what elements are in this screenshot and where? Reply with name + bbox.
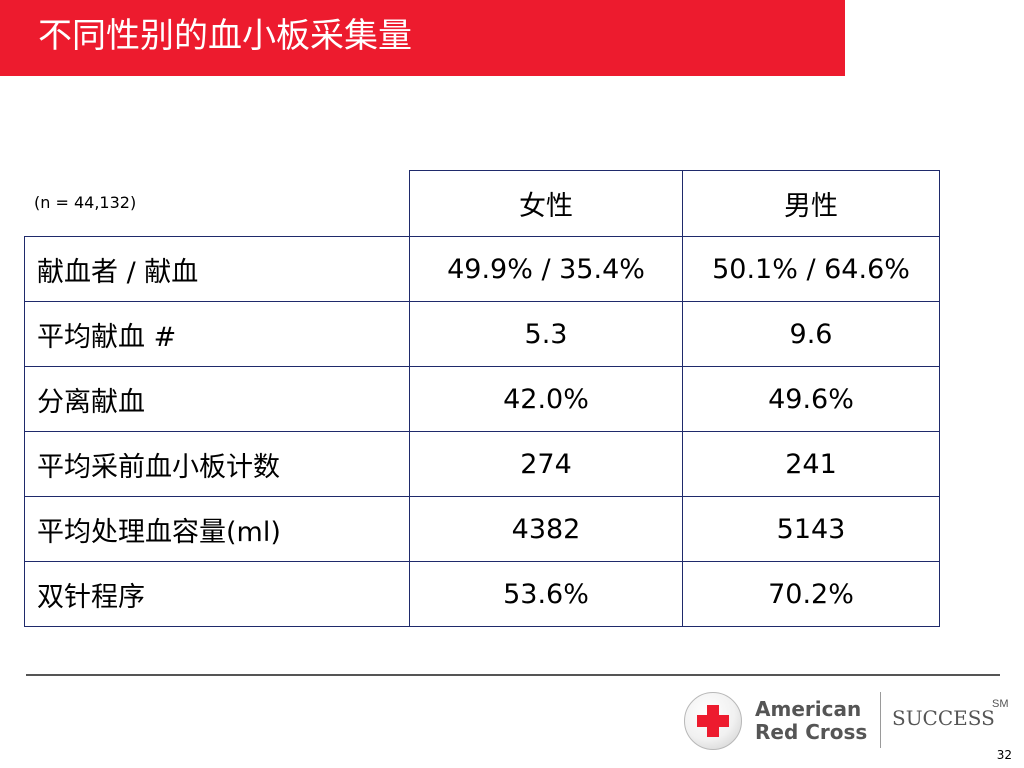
org-name-line-2: Red Cross xyxy=(755,720,868,744)
male-value: 50.1% / 64.6% xyxy=(682,236,940,302)
row-label: 献血者 / 献血 xyxy=(24,236,410,302)
female-value: 49.9% / 35.4% xyxy=(409,236,683,302)
male-value: 70.2% xyxy=(682,561,940,627)
platelet-collection-table: 女性 男性 献血者 / 献血 49.9% / 35.4% 50.1% / 64.… xyxy=(24,170,940,627)
table-row: 平均处理血容量(ml) 4382 5143 xyxy=(24,496,940,562)
table-row: 分离献血 42.0% 49.6% xyxy=(24,366,940,432)
table-row: 平均献血 # 5.3 9.6 xyxy=(24,301,940,367)
slide-title: 不同性别的血小板采集量 xyxy=(38,16,412,56)
female-value: 274 xyxy=(409,431,683,497)
org-name-line-1: American xyxy=(755,697,862,721)
program-name: SUCCESS xyxy=(892,706,995,730)
male-value: 9.6 xyxy=(682,301,940,367)
female-value: 53.6% xyxy=(409,561,683,627)
male-value: 241 xyxy=(682,431,940,497)
female-value: 5.3 xyxy=(409,301,683,367)
table-corner-cell xyxy=(24,170,410,237)
column-header-female: 女性 xyxy=(409,170,683,237)
row-label: 分离献血 xyxy=(24,366,410,432)
table-row: 献血者 / 献血 49.9% / 35.4% 50.1% / 64.6% xyxy=(24,236,940,302)
table-header-row: 女性 男性 xyxy=(24,170,940,237)
female-value: 4382 xyxy=(409,496,683,562)
male-value: 49.6% xyxy=(682,366,940,432)
title-banner: 不同性别的血小板采集量 xyxy=(0,0,845,76)
column-header-male: 男性 xyxy=(682,170,940,237)
red-cross-emblem-icon xyxy=(684,692,742,750)
table-row: 平均采前血小板计数 274 241 xyxy=(24,431,940,497)
male-value: 5143 xyxy=(682,496,940,562)
row-label: 平均献血 # xyxy=(24,301,410,367)
page-number: 32 xyxy=(996,748,1012,762)
logo-separator xyxy=(880,692,881,748)
row-label: 平均处理血容量(ml) xyxy=(24,496,410,562)
footer-divider xyxy=(26,674,1000,676)
row-label: 双针程序 xyxy=(24,561,410,627)
red-cross-logo: American Red Cross SUCCESS SM xyxy=(684,690,1020,754)
table-row: 双针程序 53.6% 70.2% xyxy=(24,561,940,627)
row-label: 平均采前血小板计数 xyxy=(24,431,410,497)
service-mark: SM xyxy=(992,698,1009,710)
female-value: 42.0% xyxy=(409,366,683,432)
